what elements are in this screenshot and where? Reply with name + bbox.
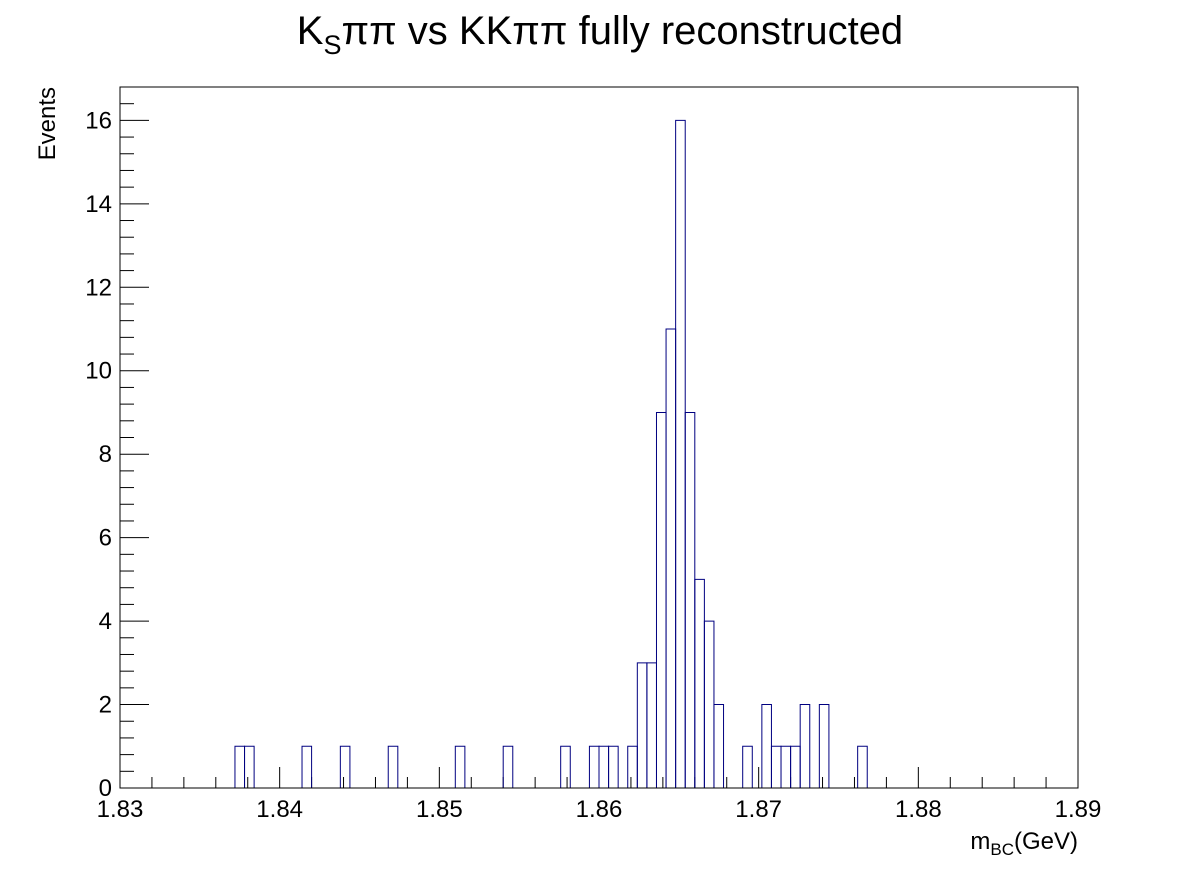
y-tick-label: 10 xyxy=(85,358,112,385)
plot-frame xyxy=(119,86,1079,789)
tick-labels: 1.83 1.84 1.85 1.86 1.87 1.88 1.89 0 2 4 6 8 10 12 14 1… xyxy=(85,107,1101,823)
histogram-bin xyxy=(560,745,571,788)
y-tick-label: 2 xyxy=(99,692,112,719)
y-tick-label: 0 xyxy=(99,775,112,802)
histogram-bin xyxy=(339,745,351,788)
histogram-bin xyxy=(301,745,313,788)
y-tick-label: 12 xyxy=(85,274,112,301)
x-tick-label: 1.85 xyxy=(416,796,463,823)
x-tick-label: 1.87 xyxy=(735,796,782,823)
histogram-bin xyxy=(387,745,399,788)
histogram-bins xyxy=(234,119,868,788)
chart-title: KSππ vs KKππ fully reconstructed xyxy=(297,9,903,60)
x-tick-label: 1.86 xyxy=(576,796,623,823)
histogram-bin xyxy=(857,745,868,788)
y-tick-label: 6 xyxy=(99,525,112,552)
y-tick-label: 14 xyxy=(85,191,112,218)
histogram-bin xyxy=(454,745,466,788)
histogram-bin xyxy=(502,745,514,788)
histogram-bin xyxy=(713,704,725,788)
histogram-bin xyxy=(818,704,830,788)
x-tick-label: 1.84 xyxy=(256,796,303,823)
x-axis-label: mBC(GeV) xyxy=(970,828,1078,859)
x-tick-label: 1.83 xyxy=(97,796,144,823)
x-tick-label: 1.88 xyxy=(895,796,942,823)
histogram-bin xyxy=(799,704,811,788)
histogram-bin xyxy=(244,745,255,788)
y-tick-label: 4 xyxy=(99,608,112,635)
y-tick-label: 8 xyxy=(99,441,112,468)
histogram-bin xyxy=(742,745,753,788)
x-tick-label: 1.89 xyxy=(1055,796,1102,823)
y-tick-label: 16 xyxy=(85,107,112,134)
histogram-bin xyxy=(608,745,619,788)
y-axis-label: Events xyxy=(34,87,61,160)
